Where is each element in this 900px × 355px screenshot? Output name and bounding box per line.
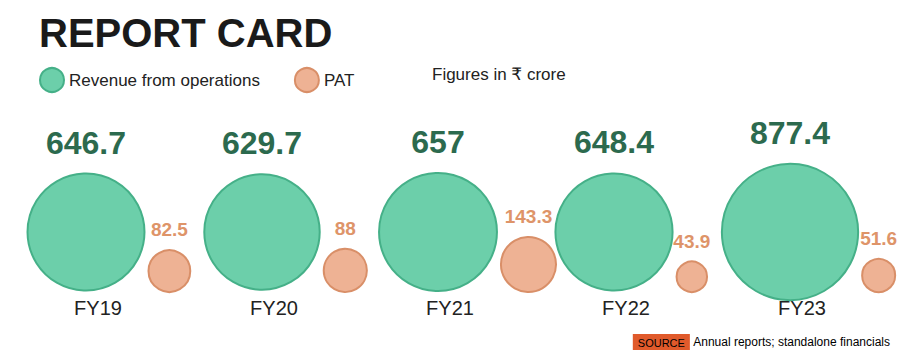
svg-text:143.3: 143.3 (505, 206, 553, 227)
svg-text:REPORT CARD: REPORT CARD (39, 11, 332, 55)
svg-text:FY20: FY20 (250, 297, 298, 319)
svg-text:629.7: 629.7 (222, 125, 302, 161)
svg-text:43.9: 43.9 (673, 231, 710, 252)
svg-text:646.7: 646.7 (46, 125, 126, 161)
svg-text:Annual reports; standalone fin: Annual reports; standalone financials (693, 335, 890, 349)
svg-text:PAT: PAT (324, 71, 355, 90)
svg-text:648.4: 648.4 (574, 124, 654, 160)
svg-text:877.4: 877.4 (750, 115, 830, 151)
svg-text:SOURCE: SOURCE (638, 337, 685, 349)
svg-text:Revenue from operations: Revenue from operations (69, 71, 260, 90)
svg-text:51.6: 51.6 (860, 228, 897, 249)
svg-text:FY19: FY19 (74, 297, 122, 319)
svg-text:657: 657 (411, 124, 464, 160)
svg-text:88: 88 (335, 218, 356, 239)
svg-text:82.5: 82.5 (151, 219, 188, 240)
svg-text:FY21: FY21 (426, 297, 474, 319)
svg-text:Figures in ₹ crore: Figures in ₹ crore (432, 65, 566, 84)
svg-text:FY22: FY22 (602, 297, 650, 319)
svg-text:FY23: FY23 (778, 297, 826, 319)
